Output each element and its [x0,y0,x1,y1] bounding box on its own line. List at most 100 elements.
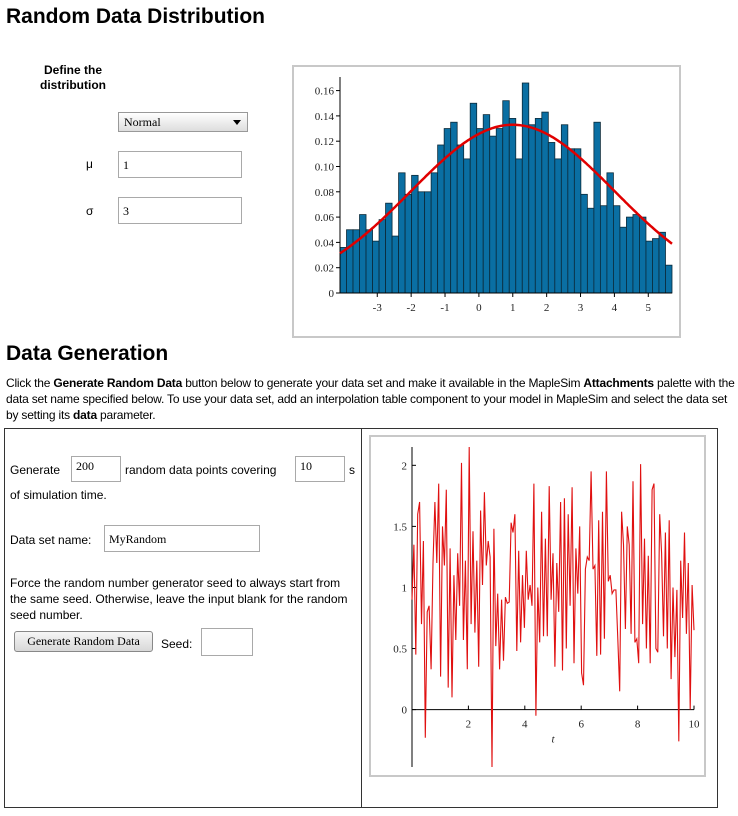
histogram-bar [560,124,569,294]
y-tick-label: 0.06 [315,212,335,224]
histogram-bar [632,214,640,294]
page-title: Random Data Distribution [6,5,266,28]
x-tick-label: 3 [578,302,584,314]
x-tick-label: -2 [407,302,416,314]
histogram-bar [528,124,536,294]
x-tick-label: 4 [522,719,528,731]
y-tick-label: 0.04 [315,237,335,249]
histogram-bar [658,231,666,294]
x-tick-label: 0 [476,302,482,314]
points-text: random data points covering [125,463,277,477]
histogram-bar [398,172,406,294]
histogram-bar [593,121,601,294]
y-tick-label: 0 [402,705,408,717]
y-tick-label: 1 [402,582,408,594]
seconds-unit: s [349,463,355,477]
x-tick-label: 10 [689,719,701,731]
histogram-bar [404,193,413,294]
histogram-bar [626,216,634,294]
text-bold: Attachments [583,376,654,390]
histogram-bar [541,111,549,294]
text-bold: Generate Random Data [53,376,183,390]
histogram-bar [437,144,445,294]
histogram-bar [482,114,491,294]
sigma-input[interactable]: 3 [118,197,242,224]
text: palette with the data set name specified… [6,376,735,422]
histogram-bar [521,82,530,294]
histogram-bar [424,191,432,294]
y-tick-label: 0.16 [315,86,335,98]
histogram-bar [580,193,588,294]
random-data-line [411,446,695,768]
seed-description: Force the random number generator seed t… [10,576,348,622]
y-tick-label: 1.5 [393,521,407,533]
histogram-bar [534,118,543,294]
sim-time-text: of simulation time. [10,488,107,502]
text-bold: data [73,408,97,422]
dataset-name-label: Data set name: [10,533,92,547]
random-data-plot: 2 4 6 8 10 0 0.5 1 1.5 2 t [369,435,706,777]
distribution-select[interactable]: Normal [118,112,248,132]
histogram-bar [652,238,660,294]
distribution-value: Normal [124,115,161,129]
x-tick-label: 8 [635,719,641,731]
y-tick-label: 0.5 [393,644,407,656]
histogram-bar [476,128,484,294]
histogram-svg: -3 -2 -1 0 1 2 3 4 5 0 0.02 0.04 0.06 0.08 0.10 0.12 0.1… [315,77,673,314]
histogram-bar [613,205,621,294]
histogram-bar [515,158,523,294]
x-axis-label: t [551,734,555,746]
mu-input[interactable]: 1 [118,151,242,178]
x-tick-label: 5 [646,302,652,314]
histogram-bar [554,158,562,294]
dataset-name-input[interactable]: MyRandom [104,525,260,552]
x-tick-label: -3 [373,302,383,314]
histogram-bar [639,216,647,294]
table-divider [361,428,362,808]
histogram-bar [508,118,517,294]
histogram-bar [599,205,608,294]
histogram-bar [469,102,478,294]
x-tick-label: 1 [510,302,516,314]
sigma-label: σ [86,204,94,218]
x-tick-label: 4 [612,302,618,314]
x-tick-label: 2 [544,302,550,314]
histogram-bar [489,135,497,294]
instructions: Click the Generate Random Data button be… [6,375,736,423]
normal-curve [339,123,673,255]
histogram-bar [359,214,367,294]
seed-input[interactable] [201,628,253,656]
histogram-bar [346,229,354,294]
histogram-plot: -3 -2 -1 0 1 2 3 4 5 0 0.02 0.04 0.06 0.08 0.10 0.12 0.1… [292,65,681,338]
chevron-down-icon [233,120,241,125]
text: Click the [6,376,54,390]
histogram-bar [339,247,347,294]
seed-label: Seed: [161,637,193,651]
y-tick-label: 0.08 [315,187,335,199]
define-distribution-label: Define the distribution [40,63,106,92]
text: button below to generate your data set a… [182,376,584,390]
histogram-bar [495,128,504,294]
histogram-bar [372,240,380,294]
generate-label: Generate [10,463,61,477]
histogram-bar [378,219,386,294]
section-title: Data Generation [6,342,169,365]
y-tick-label: 0.10 [315,161,335,173]
histogram-bar [411,174,419,294]
y-tick-label: 0 [329,288,335,300]
text: parameter. [96,408,156,422]
histogram-bar [417,191,426,294]
histogram-bar [391,235,399,294]
histogram-bar [365,229,373,294]
points-input[interactable]: 200 [71,456,121,482]
line-plot-svg: 2 4 6 8 10 0 0.5 1 1.5 2 t [393,446,701,768]
mu-label: μ [86,157,93,171]
histogram-bar [463,158,471,294]
x-tick-label: -1 [440,302,449,314]
histogram-bar [502,100,510,294]
histogram-bar [606,172,614,294]
generate-random-data-button[interactable]: Generate Random Data [14,631,153,652]
histogram-bar [586,207,595,294]
histogram-bar [645,240,653,294]
seconds-input[interactable]: 10 [295,456,345,482]
